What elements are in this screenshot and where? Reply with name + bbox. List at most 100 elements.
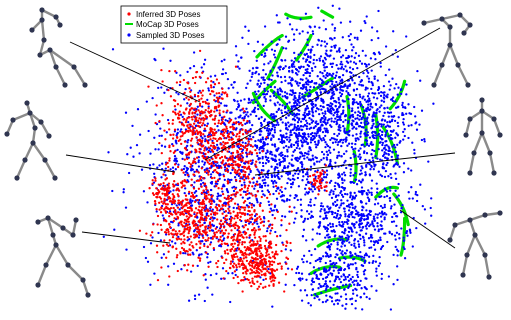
inferred-point-1186 xyxy=(245,253,248,256)
sampled-point-2826 xyxy=(376,121,379,124)
inferred-point-283 xyxy=(190,107,193,110)
sampled-point-1833 xyxy=(363,244,366,247)
sampled-point-634 xyxy=(305,87,308,91)
sampled-point-2065 xyxy=(286,173,290,176)
inferred-point-954 xyxy=(262,235,265,238)
inferred-point-1016 xyxy=(276,210,279,214)
sampled-point-1239 xyxy=(341,73,345,77)
inferred-point-272 xyxy=(193,158,196,161)
inferred-point-720 xyxy=(206,245,209,248)
series-inferred-3d-poses xyxy=(138,49,329,293)
sampled-point-3470 xyxy=(260,186,264,189)
sampled-point-1060 xyxy=(317,122,320,126)
sampled-point-1042 xyxy=(219,102,223,105)
sampled-point-2574 xyxy=(243,116,246,120)
sampled-point-2268 xyxy=(224,119,227,122)
sampled-point-157 xyxy=(293,125,296,128)
inferred-point-1202 xyxy=(266,269,269,273)
sampled-point-2881 xyxy=(383,151,386,154)
inferred-point-726 xyxy=(215,236,219,239)
sampled-point-3151 xyxy=(356,273,359,277)
sampled-point-3233 xyxy=(305,294,309,297)
inferred-point-268 xyxy=(191,161,195,165)
inferred-point-799 xyxy=(186,218,189,221)
sampled-point-1200 xyxy=(290,84,293,87)
sampled-point-636 xyxy=(310,118,313,121)
sampled-point-3389 xyxy=(241,196,244,199)
inferred-point-1339 xyxy=(251,277,254,280)
sampled-point-3054 xyxy=(403,106,407,109)
sampled-point-2619 xyxy=(232,189,236,193)
sampled-point-1073 xyxy=(299,87,303,90)
inferred-point-1294 xyxy=(223,242,226,245)
sampled-point-3396 xyxy=(324,129,327,132)
inferred-point-660 xyxy=(196,211,199,215)
sampled-point-3132 xyxy=(328,280,332,283)
sampled-point-2345 xyxy=(192,64,196,68)
inferred-point-1057 xyxy=(207,265,210,268)
sampled-point-1173 xyxy=(276,71,279,74)
sampled-point-2911 xyxy=(396,143,399,146)
sampled-point-2486 xyxy=(209,241,213,244)
sampled-point-1673 xyxy=(338,206,341,209)
sampled-point-1430 xyxy=(332,190,335,193)
inferred-point-818 xyxy=(268,225,271,228)
sampled-point-1394 xyxy=(359,279,362,283)
sampled-point-2081 xyxy=(135,143,139,147)
inferred-point-1279 xyxy=(253,275,257,278)
sampled-point-508 xyxy=(383,205,386,209)
inferred-point-588 xyxy=(196,227,200,231)
sampled-point-2978 xyxy=(413,105,416,109)
sampled-point-2885 xyxy=(350,142,354,145)
sampled-point-1143 xyxy=(278,103,281,106)
sampled-point-722 xyxy=(389,84,392,87)
sampled-point-2539 xyxy=(174,159,177,162)
sampled-point-2279 xyxy=(174,168,177,171)
sampled-point-1762 xyxy=(312,158,315,161)
inferred-point-1054 xyxy=(250,203,253,206)
sampled-point-1177 xyxy=(263,78,266,82)
inferred-point-175 xyxy=(195,136,198,139)
sampled-point-3123 xyxy=(343,261,346,264)
inferred-point-1115 xyxy=(258,215,261,218)
sampled-point-3174 xyxy=(326,298,329,302)
sampled-point-631 xyxy=(276,88,279,91)
inferred-point-547 xyxy=(177,202,180,205)
sampled-point-3122 xyxy=(354,262,357,265)
inferred-point-1122 xyxy=(290,268,294,271)
sampled-point-2694 xyxy=(189,125,192,128)
inferred-point-612 xyxy=(181,180,184,183)
inferred-point-101 xyxy=(213,98,216,102)
inferred-point-1329 xyxy=(263,260,266,263)
sampled-point-1789 xyxy=(351,215,354,219)
sampled-point-2480 xyxy=(186,144,189,148)
inferred-point-1305 xyxy=(274,276,277,280)
inferred-point-118 xyxy=(194,100,197,103)
sampled-point-1437 xyxy=(350,234,353,237)
sampled-point-904 xyxy=(297,185,301,188)
sampled-point-1513 xyxy=(363,218,366,222)
inferred-point-326 xyxy=(247,140,250,143)
sampled-point-2883 xyxy=(386,106,389,109)
inferred-point-130 xyxy=(219,122,223,125)
sampled-point-1426 xyxy=(385,190,389,193)
sampled-point-1930 xyxy=(366,215,370,219)
sampled-point-441 xyxy=(287,121,290,124)
sampled-point-218 xyxy=(365,152,369,155)
sampled-point-1124 xyxy=(302,135,305,139)
sampled-point-1777 xyxy=(330,229,333,233)
sampled-point-474 xyxy=(313,203,316,207)
inferred-point-1384 xyxy=(222,141,225,144)
sampled-point-565 xyxy=(329,54,332,57)
sampled-point-1601 xyxy=(355,183,359,186)
sampled-point-3459 xyxy=(289,138,292,142)
sampled-point-1790 xyxy=(339,214,342,217)
inferred-point-1306 xyxy=(253,258,257,261)
inferred-point-793 xyxy=(184,203,187,207)
sampled-point-1364 xyxy=(375,270,378,273)
sampled-point-1015 xyxy=(292,105,295,108)
inferred-point-457 xyxy=(181,199,185,202)
sampled-point-2037 xyxy=(271,305,274,308)
sampled-point-939 xyxy=(367,71,370,74)
